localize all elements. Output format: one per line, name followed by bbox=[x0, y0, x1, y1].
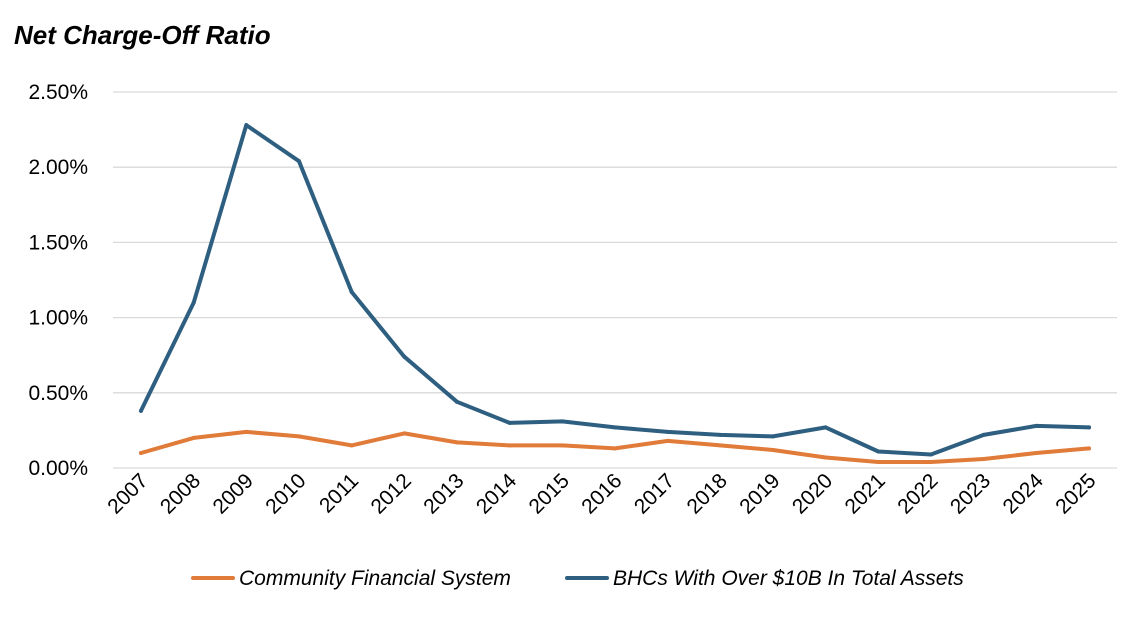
series-lines bbox=[139, 123, 1091, 464]
x-tick-label: 2018 bbox=[683, 469, 732, 518]
x-tick-label: 2015 bbox=[525, 469, 574, 518]
legend-label: Community Financial System bbox=[239, 567, 511, 590]
y-tick-label: 0.00% bbox=[28, 457, 88, 480]
data-point bbox=[981, 432, 986, 437]
data-point bbox=[771, 447, 775, 452]
legend: Community Financial System BHCs With Over… bbox=[191, 567, 964, 590]
data-point bbox=[1087, 446, 1091, 451]
chart-title: Net Charge-Off Ratio bbox=[14, 20, 271, 50]
data-point bbox=[981, 456, 986, 461]
data-point bbox=[718, 432, 723, 437]
data-point bbox=[613, 446, 617, 451]
x-tick-label: 2023 bbox=[946, 469, 995, 518]
data-point bbox=[1034, 450, 1039, 455]
x-tick-label: 2009 bbox=[209, 469, 258, 518]
data-point bbox=[876, 459, 881, 464]
data-point bbox=[139, 450, 143, 455]
data-point bbox=[402, 354, 407, 359]
data-point bbox=[929, 459, 933, 464]
data-point bbox=[244, 123, 249, 128]
data-point bbox=[191, 300, 196, 305]
gridlines bbox=[113, 91, 1117, 469]
data-point bbox=[349, 443, 354, 448]
data-point bbox=[718, 443, 723, 448]
data-point bbox=[823, 425, 828, 430]
data-point bbox=[876, 449, 881, 454]
y-tick-label: 1.00% bbox=[28, 307, 88, 330]
data-point bbox=[297, 159, 301, 164]
data-point bbox=[402, 431, 407, 436]
data-point bbox=[507, 420, 512, 425]
data-point bbox=[191, 435, 196, 440]
data-point bbox=[665, 438, 670, 443]
data-point bbox=[665, 429, 670, 434]
data-point bbox=[507, 443, 512, 448]
series-line-2 bbox=[139, 123, 1091, 457]
x-tick-label: 2017 bbox=[630, 469, 679, 518]
legend-label: BHCs With Over $10B In Total Assets bbox=[613, 567, 964, 590]
data-point bbox=[455, 440, 459, 445]
data-point bbox=[613, 425, 617, 430]
data-point bbox=[455, 399, 459, 404]
data-point bbox=[823, 455, 828, 460]
data-point bbox=[1087, 425, 1091, 430]
data-point bbox=[929, 452, 933, 457]
x-tick-label: 2010 bbox=[261, 469, 310, 518]
data-point bbox=[560, 419, 565, 424]
x-tick-label: 2011 bbox=[315, 469, 363, 517]
x-tick-label: 2024 bbox=[999, 469, 1049, 519]
data-point bbox=[771, 434, 775, 439]
x-tick-label: 2025 bbox=[1051, 469, 1100, 518]
x-tick-label: 2012 bbox=[367, 469, 416, 518]
y-tick-label: 2.00% bbox=[28, 156, 88, 179]
x-tick-label: 2019 bbox=[735, 469, 784, 518]
data-point bbox=[139, 408, 143, 413]
data-point bbox=[297, 434, 301, 439]
x-tick-label: 2014 bbox=[472, 469, 522, 519]
x-axis: 2007 2008 2009 2010 2011 2012 2013 2014 2015 2016… bbox=[103, 469, 1100, 519]
y-tick-label: 2.50% bbox=[28, 81, 88, 104]
y-tick-label: 1.50% bbox=[28, 231, 88, 254]
data-point bbox=[244, 429, 249, 434]
data-point bbox=[560, 443, 565, 448]
y-tick-label: 0.50% bbox=[28, 382, 88, 405]
data-point bbox=[349, 290, 354, 295]
x-tick-label: 2007 bbox=[103, 469, 152, 518]
x-tick-label: 2008 bbox=[156, 469, 205, 518]
data-point bbox=[1034, 423, 1039, 428]
x-tick-label: 2022 bbox=[893, 469, 942, 518]
x-tick-label: 2016 bbox=[577, 469, 626, 518]
x-tick-label: 2021 bbox=[841, 469, 890, 518]
y-axis: 0.00% 0.50% 1.00% 1.50% 2.00% 2.50% bbox=[28, 81, 88, 480]
x-tick-label: 2013 bbox=[419, 469, 468, 518]
x-tick-label: 2020 bbox=[788, 469, 837, 518]
